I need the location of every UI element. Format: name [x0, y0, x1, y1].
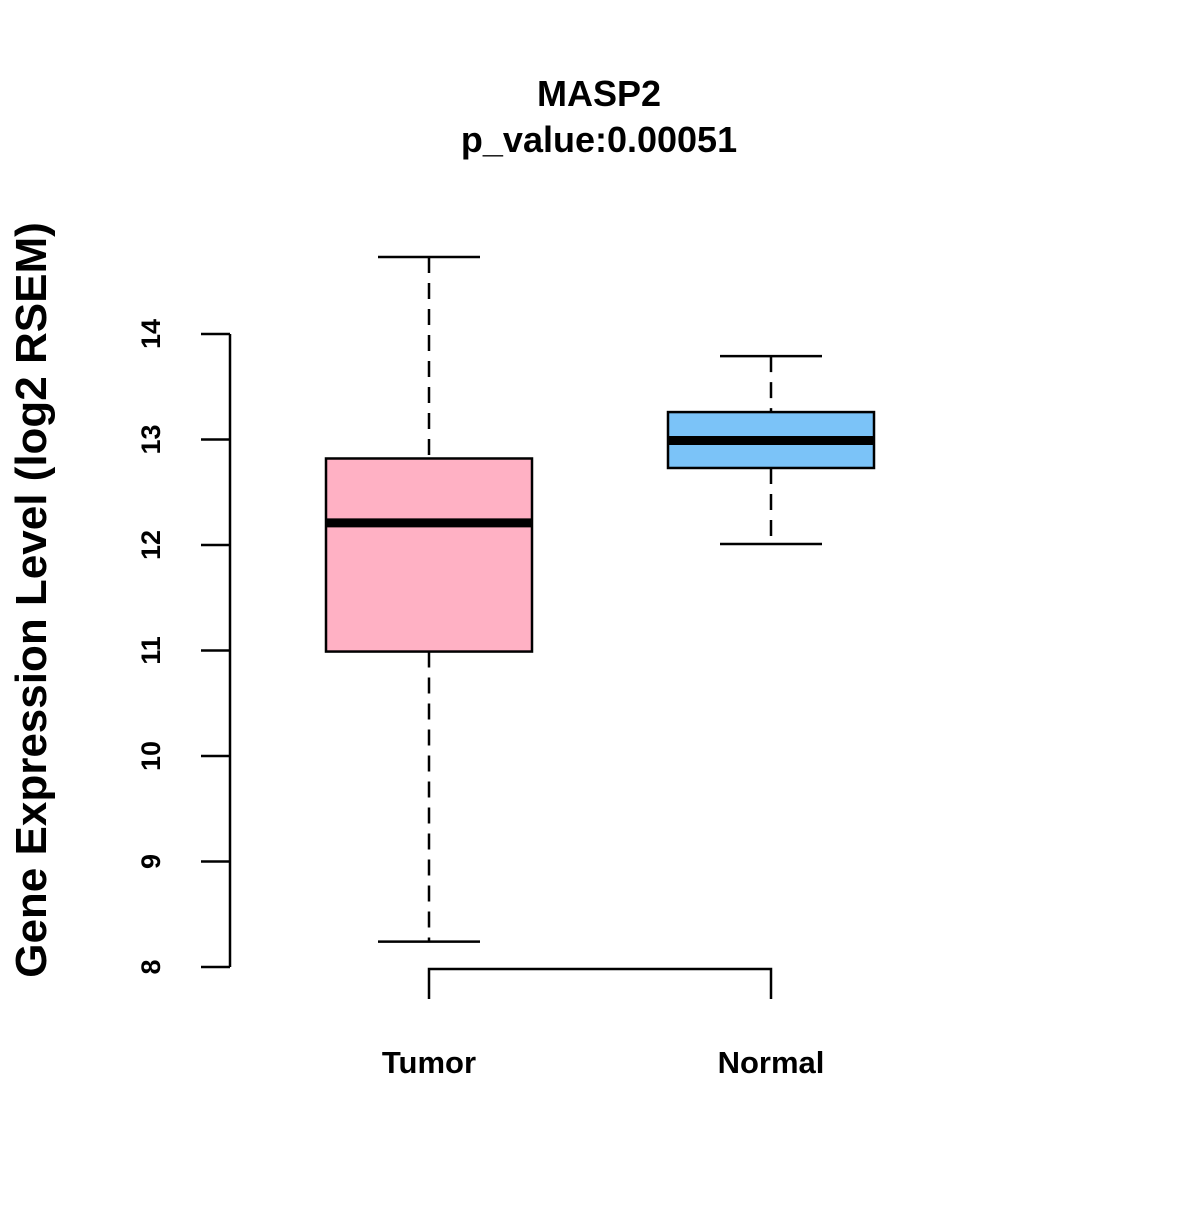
y-tick-label-14: 14	[136, 319, 166, 349]
boxes	[324, 255, 876, 943]
x-label-tumor: Tumor	[382, 1045, 476, 1080]
y-tick-label-12: 12	[136, 530, 166, 560]
y-axis-label: Gene Expression Level (log2 RSEM)	[7, 222, 56, 978]
x-axis-labels: Tumor Normal	[382, 1045, 824, 1080]
y-axis: 8 9 10 11 12 13 14	[136, 319, 232, 975]
box-tumor	[324, 255, 534, 943]
chart-title: MASP2	[537, 73, 661, 114]
comparison-bracket	[427, 967, 773, 999]
chart-subtitle: p_value:0.00051	[461, 119, 737, 160]
bracket-line	[427, 967, 773, 999]
y-tick-label-10: 10	[136, 741, 166, 771]
y-tick-label-13: 13	[136, 424, 166, 454]
x-label-normal: Normal	[718, 1045, 825, 1080]
y-tick-label-11: 11	[136, 636, 166, 665]
box-normal	[666, 354, 876, 546]
y-tick-label-8: 8	[136, 959, 166, 974]
y-tick-label-9: 9	[136, 854, 166, 869]
iqr-box-tumor	[324, 457, 534, 653]
